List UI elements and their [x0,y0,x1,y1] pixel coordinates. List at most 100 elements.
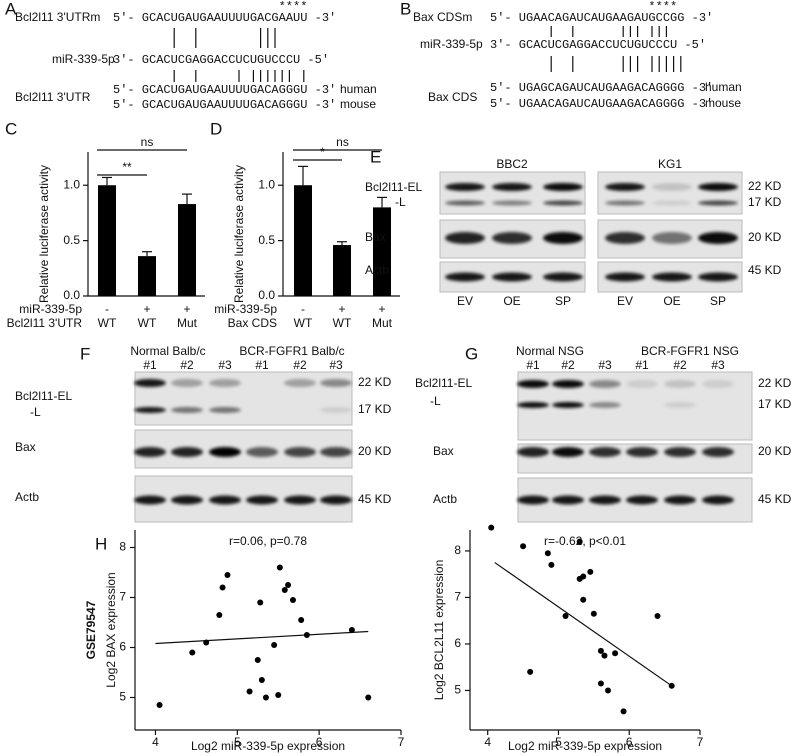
band [605,200,645,206]
lane-label: #1 [143,358,157,372]
point [203,639,210,646]
band [552,402,584,408]
band [445,272,485,282]
band [543,232,583,244]
y-tick-label: 1.0 [258,177,275,191]
band [652,200,692,206]
band [652,183,692,191]
treatment-label: - [301,302,305,316]
band [702,495,734,505]
point [224,572,231,578]
lane-label: SP [555,294,571,308]
x-axis-label: Log2 miR-339-5p expression [191,739,345,753]
protein-label: Actb [15,490,39,504]
treatment-label: + [143,302,150,316]
lane-label: #1 [255,358,269,372]
point [668,682,675,689]
row-label: Bax CDS [228,316,277,330]
band [589,447,621,457]
protein-label: Bcl2l11-EL [365,180,422,194]
band [605,272,645,282]
size-label: 17 KD [758,397,792,411]
y-axis-label: Log2 BAX expression [104,572,118,687]
band [284,379,316,387]
point [281,587,288,593]
band [134,495,166,505]
size-label: 20 KD [358,444,392,458]
sequence: 5'- UGAGCAGAUCAUGAAGACAGGGG -3' [490,81,713,95]
plot-title: r=0.06, p=0.78 [229,534,307,548]
point [271,642,278,648]
y-tick-label: 6 [454,636,461,650]
point [262,694,269,701]
group-label: BCR-FGFR1 NSG [641,344,739,358]
protein-label: -L [430,394,441,408]
protein-label: Bax [15,440,36,454]
point [275,692,282,698]
band [702,447,734,457]
band [543,272,583,282]
band [589,402,621,408]
plot-title: r=-0.62, p<0.01 [544,534,626,548]
band [652,272,692,282]
stars: **** [279,0,308,14]
protein-label: -L [395,195,406,209]
band [246,447,278,457]
band [246,495,278,505]
sequence: 5'- GCACUGAUGAAUUUUGACAGGGU -3' [113,83,336,97]
lane-label: EV [617,294,633,308]
x-tick-label: Mut [177,316,198,330]
size-label: 20 KD [758,444,792,458]
significance-label: ns [336,135,349,149]
y-tick-label: 0.0 [258,288,275,302]
band [492,232,532,244]
band [543,200,583,206]
x-axis-label: Log2 miR-339-5p expression [508,739,662,753]
point [189,649,196,656]
row-label: miR-339-5p [214,302,277,316]
band [320,447,352,457]
x-tick-label: 6 [316,735,323,749]
bar [333,245,351,296]
size-label: 22 KD [748,179,782,193]
band [702,380,734,388]
y-tick-label: 8 [119,540,126,554]
point [520,543,527,550]
band [626,495,658,505]
species: mouse [705,96,741,110]
protein-label: Actb [433,492,457,506]
panel-label: B [400,0,411,18]
y-tick-label: 8 [454,543,461,557]
band [626,380,658,388]
point [590,610,597,617]
x-tick-label: 4 [484,735,491,749]
y-tick-label: 0.5 [258,233,275,247]
protein-label: Bcl2l11-EL [415,376,472,390]
lane-label: EV [457,294,473,308]
band [171,447,203,457]
bar [138,256,156,296]
sequence-label: Bcl2l11 3'UTR [15,90,91,104]
band [445,232,485,244]
band [284,447,316,457]
group-label: Normal Balb/c [130,344,205,358]
point [544,550,551,557]
treatment-label: + [378,302,385,316]
panel-label: F [80,344,90,363]
protein-label: Actb [365,263,389,277]
point [254,657,261,663]
point [246,688,253,695]
band [605,232,645,244]
band [664,495,696,505]
lane-label: #2 [673,358,687,372]
y-tick-label: 0.5 [63,233,80,247]
point [488,524,495,531]
band [652,232,692,244]
side-label: GSE79547 [84,600,98,659]
blot-membrane [134,429,353,469]
band [698,272,738,282]
band [517,447,549,457]
sequence: 3'- GCACUCGAGGACCUCUGUCCCU -5' [490,38,706,52]
band [134,407,166,413]
significance-label: ** [122,160,132,174]
